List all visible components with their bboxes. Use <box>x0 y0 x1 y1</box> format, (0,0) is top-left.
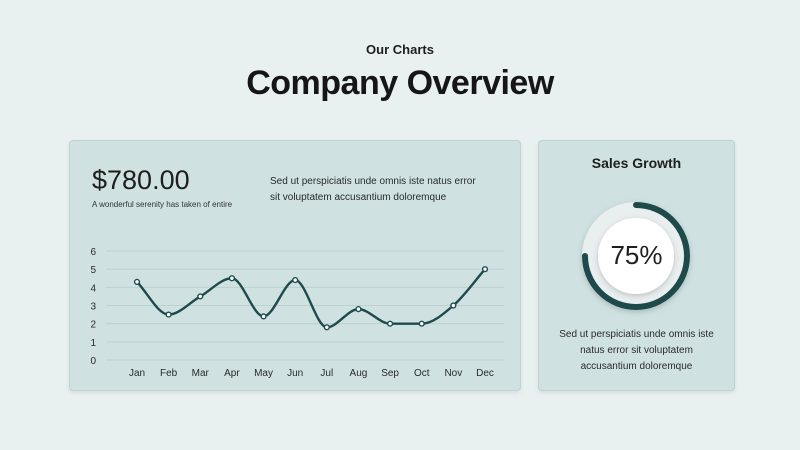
y-tick-label: 0 <box>90 356 96 367</box>
x-tick-label: Jan <box>129 368 145 379</box>
y-tick-label: 1 <box>90 338 96 349</box>
x-tick-label: May <box>254 368 273 379</box>
sales-growth-card: Sales Growth 75% Sed ut perspiciatis und… <box>538 140 735 391</box>
data-point <box>481 266 489 273</box>
line-chart: 0 1 2 3 4 5 6 Jan Feb Mar Apr May Jun Jul Aug Sep Oct Nov… <box>90 247 504 379</box>
x-tick-label: Jul <box>320 368 333 379</box>
revenue-tagline: A wonderful serenity has taken of entire <box>92 200 233 209</box>
x-tick-label: Dec <box>476 368 494 379</box>
revenue-amount: $780.00 <box>92 165 190 195</box>
data-point <box>323 324 330 331</box>
data-point <box>355 306 362 313</box>
data-point <box>386 320 394 327</box>
data-point <box>133 278 141 285</box>
x-tick-label: Sep <box>381 368 399 379</box>
gauge-center <box>598 218 674 294</box>
x-tick-label: Apr <box>224 368 240 379</box>
data-point <box>418 320 425 327</box>
y-tick-label: 6 <box>90 247 96 258</box>
overview-card: $780.00 A wonderful serenity has taken o… <box>69 140 521 391</box>
data-point <box>228 275 236 282</box>
x-tick-label: Nov <box>444 368 462 379</box>
y-tick-label: 2 <box>90 320 96 331</box>
data-point <box>260 313 267 320</box>
x-tick-label: Aug <box>350 368 368 379</box>
section-eyebrow: Our Charts <box>366 42 434 57</box>
gauge-progress-arc <box>582 202 690 310</box>
data-point <box>165 311 172 318</box>
y-tick-label: 4 <box>90 283 96 294</box>
sales-growth-description: Sed ut perspiciatis unde omnis iste natu… <box>559 329 714 372</box>
data-point <box>292 276 299 284</box>
x-tick-label: Oct <box>414 368 430 379</box>
overview-description: Sed ut perspiciatis unde omnis iste natu… <box>270 176 476 203</box>
data-point <box>450 302 457 309</box>
series-line <box>135 267 487 329</box>
x-tick-label: Mar <box>192 368 210 379</box>
x-tick-label: Jun <box>287 368 303 379</box>
sales-growth-title: Sales Growth <box>591 155 682 171</box>
sales-growth-percent: 75% <box>610 240 663 270</box>
sales-growth-gauge <box>582 202 690 310</box>
data-point <box>197 293 204 300</box>
y-tick-label: 5 <box>90 265 96 276</box>
y-tick-label: 3 <box>90 302 96 313</box>
page-title: Company Overview <box>246 64 554 102</box>
x-tick-label: Feb <box>160 368 178 379</box>
